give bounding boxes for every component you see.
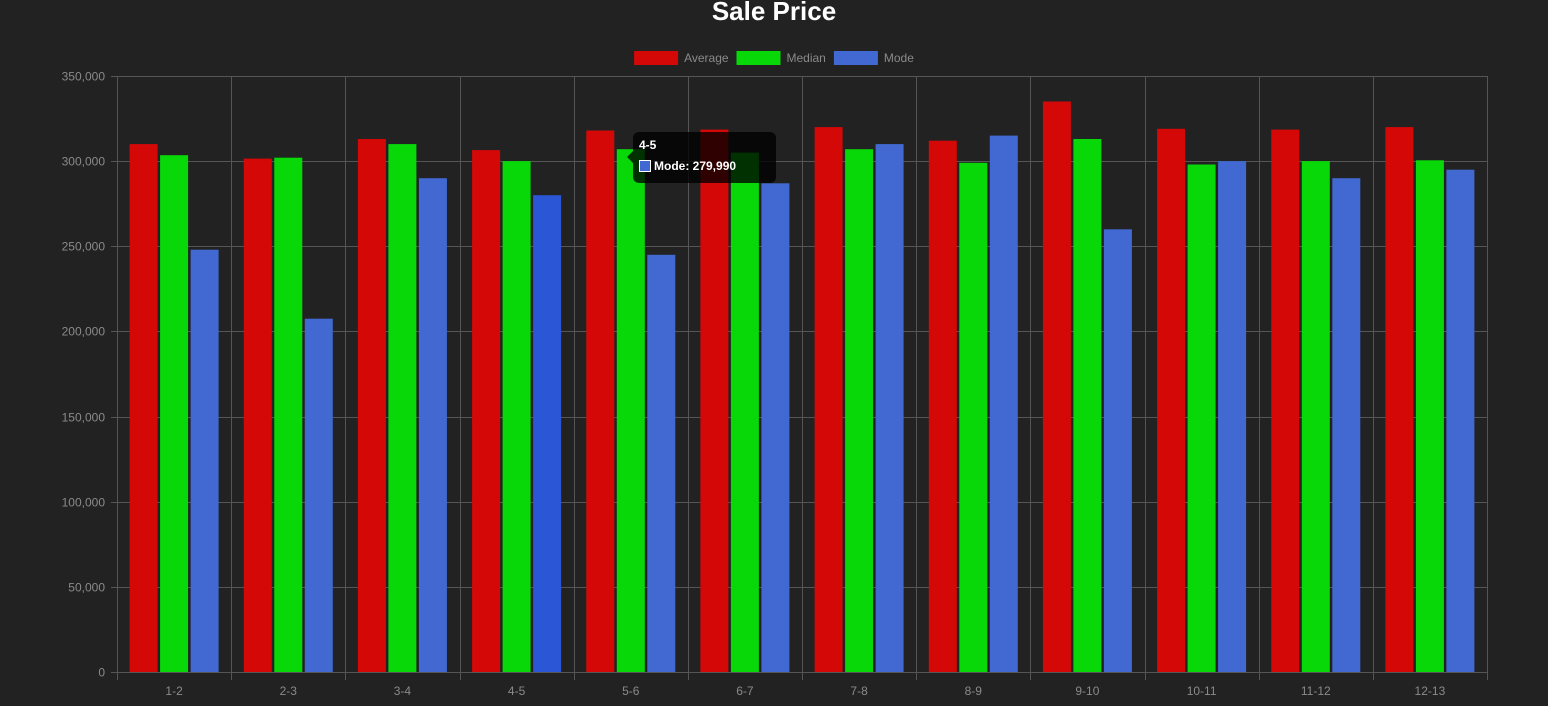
bar-mode-8-9[interactable] [989, 135, 1018, 673]
y-tick-label: 250,000 [62, 240, 106, 254]
bar-mode-12-13[interactable] [1446, 169, 1475, 672]
bar-average-9-10[interactable] [1042, 101, 1071, 673]
axes: 0 50,000 100,000 150,000 200,000 250,000 300,0… [62, 70, 1446, 699]
bar-median-2-3[interactable] [274, 157, 303, 672]
tooltip: 4-5 Mode: 279,990 [633, 132, 776, 183]
tooltip-body: Mode: 279,990 [639, 159, 770, 173]
legend-swatch-mode[interactable] [833, 51, 878, 65]
bar-mode-7-8[interactable] [875, 144, 904, 673]
bar-mode-2-3[interactable] [304, 318, 333, 672]
bars [129, 101, 1475, 673]
bar-mode-5-6[interactable] [647, 254, 676, 673]
bar-average-4-5[interactable] [472, 150, 501, 673]
bar-average-12-13[interactable] [1385, 127, 1414, 673]
bar-median-4-5[interactable] [502, 161, 531, 672]
legend-label: Median [787, 51, 826, 65]
y-tick-label: 200,000 [62, 325, 106, 339]
bar-average-11-12[interactable] [1271, 129, 1300, 673]
bar-average-8-9[interactable] [928, 140, 957, 672]
bar-median-12-13[interactable] [1415, 160, 1444, 673]
bar-average-2-3[interactable] [243, 158, 272, 673]
legend-label: Average [684, 51, 729, 65]
x-tick-label: 11-12 [1301, 684, 1331, 698]
chart-title: Sale Price [711, 0, 837, 26]
bar-median-8-9[interactable] [959, 162, 988, 673]
bar-median-3-4[interactable] [388, 144, 417, 673]
legend-swatch-average[interactable] [634, 51, 679, 65]
x-tick-label: 5-6 [622, 684, 640, 698]
y-tick-label: 300,000 [62, 155, 106, 169]
tooltip-title: 4-5 [639, 138, 657, 152]
bar-median-10-11[interactable] [1187, 164, 1216, 673]
bar-median-7-8[interactable] [845, 149, 874, 672]
y-tick-label: 0 [98, 666, 105, 680]
x-tick-label: 2-3 [280, 684, 298, 698]
x-tick-label: 6-7 [736, 684, 754, 698]
tooltip-swatch [639, 160, 651, 172]
bar-median-11-12[interactable] [1301, 161, 1330, 672]
bar-average-3-4[interactable] [357, 139, 386, 672]
y-tick-label: 100,000 [62, 496, 106, 510]
bar-mode-10-11[interactable] [1218, 161, 1247, 672]
bar-median-6-7[interactable] [730, 152, 759, 673]
x-tick-label: 8-9 [965, 684, 983, 698]
bar-median-9-10[interactable] [1073, 139, 1102, 672]
bar-average-5-6[interactable] [586, 130, 615, 673]
bar-mode-6-7[interactable] [761, 183, 790, 673]
x-tick-label: 9-10 [1075, 684, 1099, 698]
bar-mode-4-5[interactable] [533, 195, 562, 672]
x-tick-label: 1-2 [165, 684, 183, 698]
tooltip-caret [627, 151, 633, 163]
grid [111, 76, 1488, 680]
x-tick-label: 10-11 [1187, 684, 1217, 698]
y-tick-label: 350,000 [62, 70, 106, 84]
bar-average-6-7[interactable] [700, 129, 729, 673]
bar-mode-3-4[interactable] [418, 178, 447, 672]
x-tick-label: 4-5 [508, 684, 526, 698]
tooltip-value: Mode: 279,990 [654, 159, 737, 173]
bar-mode-9-10[interactable] [1103, 229, 1132, 673]
y-tick-label: 50,000 [68, 581, 105, 595]
bar-average-10-11[interactable] [1157, 128, 1186, 673]
bar-median-1-2[interactable] [160, 155, 189, 672]
x-tick-label: 7-8 [850, 684, 868, 698]
bar-average-1-2[interactable] [129, 144, 158, 673]
legend: Average Median Mode [634, 51, 914, 65]
bar-average-7-8[interactable] [814, 127, 843, 673]
legend-label: Mode [884, 51, 914, 65]
bar-mode-11-12[interactable] [1332, 178, 1361, 672]
bar-median-5-6[interactable] [616, 149, 645, 672]
x-tick-label: 12-13 [1415, 684, 1446, 698]
x-tick-label: 3-4 [394, 684, 412, 698]
bar-mode-1-2[interactable] [190, 249, 219, 672]
y-tick-label: 150,000 [62, 411, 106, 425]
legend-swatch-median[interactable] [736, 51, 781, 65]
